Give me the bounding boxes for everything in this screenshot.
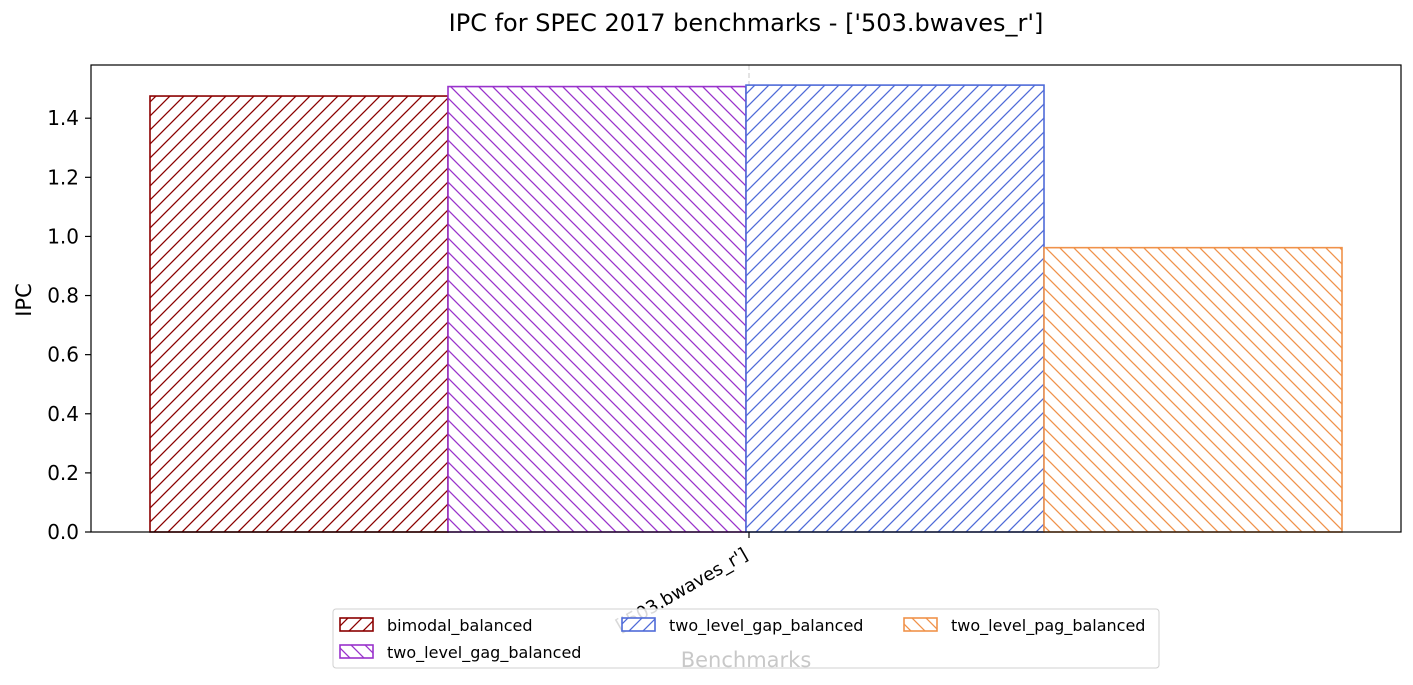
y-axis-label: IPC xyxy=(12,283,36,317)
legend-box xyxy=(332,608,1160,669)
y-tick-label: 1.0 xyxy=(47,224,79,248)
plot-area-frame xyxy=(90,64,1402,533)
y-axis: 0.0 0.2 0.4 0.6 0.8 1.0 1.2 1.4 xyxy=(47,106,91,544)
y-tick-label: 1.4 xyxy=(47,106,79,130)
bar-bimodal_balanced xyxy=(149,95,449,533)
legend-label-bimodal_balanced: bimodal_balanced xyxy=(387,616,533,636)
chart-title: IPC for SPEC 2017 benchmarks - ['503.bwa… xyxy=(449,9,1044,37)
legend-label-two_level_pag_balanced: two_level_pag_balanced xyxy=(951,616,1145,636)
y-tick-label: 1.2 xyxy=(47,165,79,189)
y-tick-label: 0.8 xyxy=(47,284,79,308)
bars xyxy=(149,84,1343,533)
y-tick-label: 0.4 xyxy=(47,402,79,426)
bar-two_level_gag_balanced xyxy=(447,85,747,533)
y-tick-label: 0.0 xyxy=(47,520,79,544)
bar-two_level_pag_balanced xyxy=(1043,246,1343,533)
bar-two_level_gap_balanced xyxy=(745,84,1045,533)
legend-label-two_level_gag_balanced: two_level_gag_balanced xyxy=(387,643,581,663)
legend-swatch-bimodal_balanced xyxy=(339,617,374,632)
x-axis-label: Benchmarks xyxy=(681,648,812,672)
y-tick-label: 0.2 xyxy=(47,461,79,485)
legend-swatch-two_level_pag_balanced xyxy=(903,617,938,632)
legend-swatch-two_level_gag_balanced xyxy=(339,644,374,659)
legend-swatch-two_level_gap_balanced xyxy=(621,617,656,632)
y-tick-label: 0.6 xyxy=(47,343,79,367)
legend-label-two_level_gap_balanced: two_level_gap_balanced xyxy=(669,616,863,636)
legend: bimodal_balanced two_level_gag_balanced tw… xyxy=(332,608,1160,669)
